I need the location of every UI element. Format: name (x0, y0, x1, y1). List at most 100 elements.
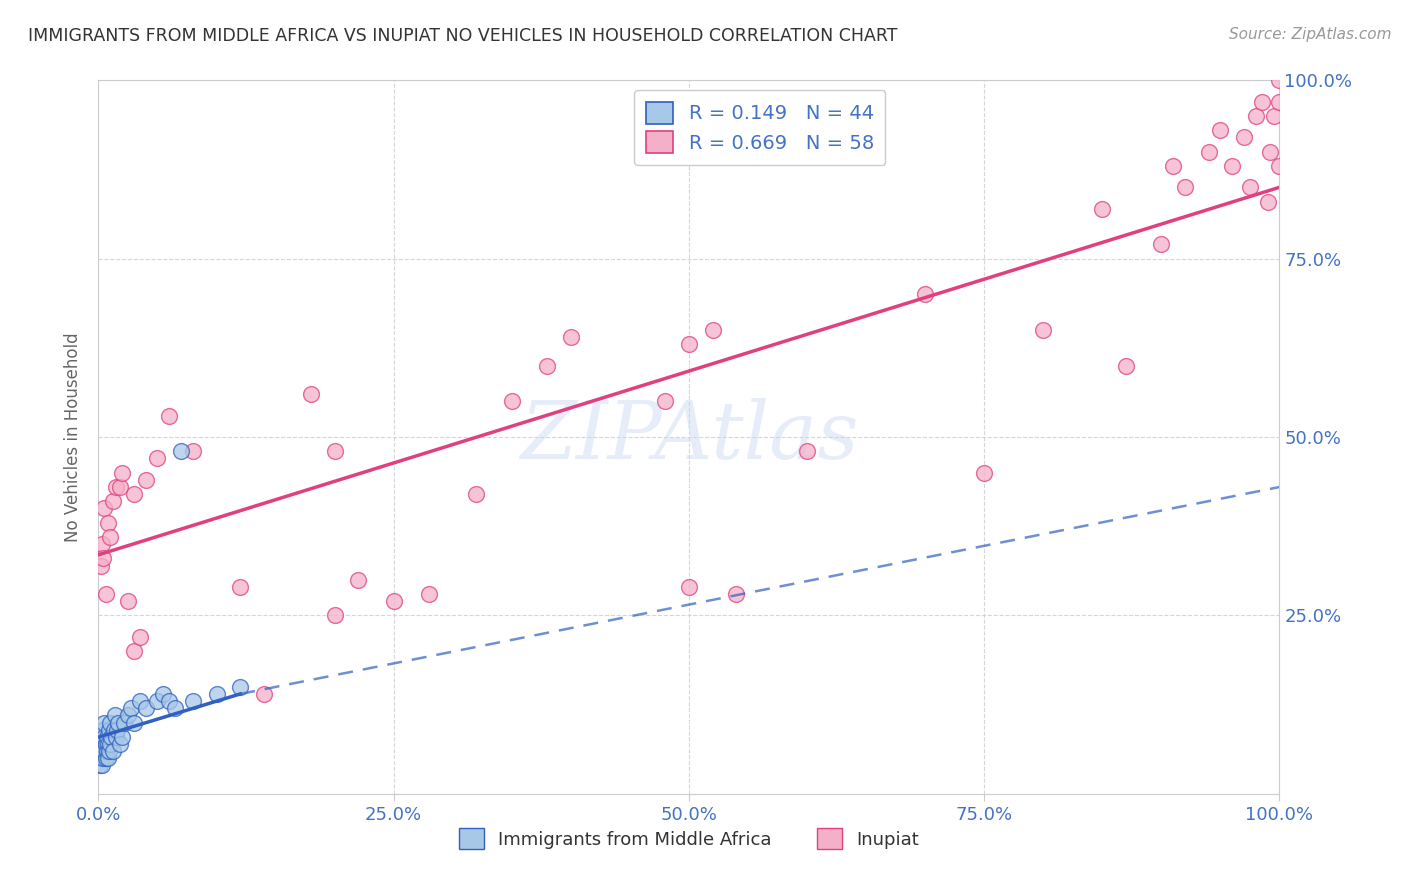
Point (157, 694, 180, 708)
Point (229, 580, 252, 594)
Point (1209, 123, 1232, 137)
Point (101, 494, 124, 508)
Point (111, 466, 134, 480)
Point (1150, 237, 1173, 252)
Point (382, 594, 405, 608)
Point (323, 444, 346, 458)
Point (112, 715, 135, 730)
Point (1250, 95, 1272, 109)
Point (100, 730, 122, 744)
Point (501, 394, 523, 409)
Point (170, 444, 193, 458)
Point (97, 516, 120, 530)
Point (105, 480, 128, 494)
Point (146, 694, 169, 708)
Point (181, 694, 204, 708)
Point (90, 751, 112, 765)
Point (135, 473, 157, 487)
Point (418, 587, 440, 601)
Point (122, 715, 145, 730)
Point (89, 758, 111, 772)
Point (465, 487, 488, 501)
Point (91, 751, 114, 765)
Point (702, 323, 724, 337)
Point (98, 723, 121, 737)
Point (93, 730, 115, 744)
Point (111, 730, 134, 744)
Point (1258, 145, 1281, 159)
Point (205, 687, 228, 701)
Point (1268, 95, 1291, 109)
Point (90, 558, 112, 573)
Point (1257, 194, 1279, 209)
Point (91, 723, 114, 737)
Point (678, 337, 700, 351)
Point (97, 737, 120, 751)
Point (560, 330, 582, 344)
Point (146, 451, 169, 466)
Point (796, 444, 818, 458)
Point (1263, 109, 1285, 123)
Point (98, 737, 121, 751)
Legend: Immigrants from Middle Africa, Inupiat: Immigrants from Middle Africa, Inupiat (451, 821, 927, 856)
Text: ZIPAtlas: ZIPAtlas (520, 399, 858, 475)
Point (1268, 159, 1291, 173)
Point (94, 751, 117, 765)
Point (347, 573, 370, 587)
Point (96, 744, 118, 758)
Point (323, 608, 346, 623)
Point (91, 537, 114, 551)
Point (103, 723, 125, 737)
Point (98, 715, 121, 730)
Point (973, 466, 995, 480)
Point (1032, 323, 1054, 337)
Point (121, 701, 143, 715)
Point (128, 630, 150, 644)
Point (96, 730, 118, 744)
Point (122, 644, 145, 658)
Point (1233, 130, 1256, 145)
Point (98, 530, 121, 544)
Point (94, 587, 117, 601)
Point (1091, 202, 1114, 216)
Point (725, 587, 748, 601)
Point (1174, 180, 1197, 194)
Point (98, 744, 121, 758)
Point (914, 287, 936, 301)
Point (97, 751, 120, 765)
Point (299, 387, 322, 401)
Point (101, 744, 124, 758)
Point (1268, 73, 1291, 87)
Point (90, 737, 112, 751)
Point (93, 715, 115, 730)
Point (253, 687, 276, 701)
Point (165, 701, 187, 715)
Point (105, 730, 128, 744)
Point (104, 708, 127, 723)
Point (1239, 180, 1261, 194)
Point (91, 737, 114, 751)
Point (107, 715, 129, 730)
Point (93, 744, 115, 758)
Point (1115, 359, 1137, 373)
Point (117, 708, 139, 723)
Text: Source: ZipAtlas.com: Source: ZipAtlas.com (1229, 27, 1392, 42)
Point (91, 744, 114, 758)
Point (91, 551, 114, 566)
Point (117, 594, 139, 608)
Y-axis label: No Vehicles in Household: No Vehicles in Household (65, 332, 83, 542)
Point (105, 723, 128, 737)
Point (229, 680, 252, 694)
Point (157, 409, 180, 423)
Point (1161, 159, 1184, 173)
Point (91, 758, 114, 772)
Point (678, 580, 700, 594)
Point (654, 394, 676, 409)
Point (108, 737, 131, 751)
Point (1198, 145, 1220, 159)
Point (135, 701, 157, 715)
Point (152, 687, 174, 701)
Point (128, 694, 150, 708)
Point (108, 480, 131, 494)
Point (181, 444, 204, 458)
